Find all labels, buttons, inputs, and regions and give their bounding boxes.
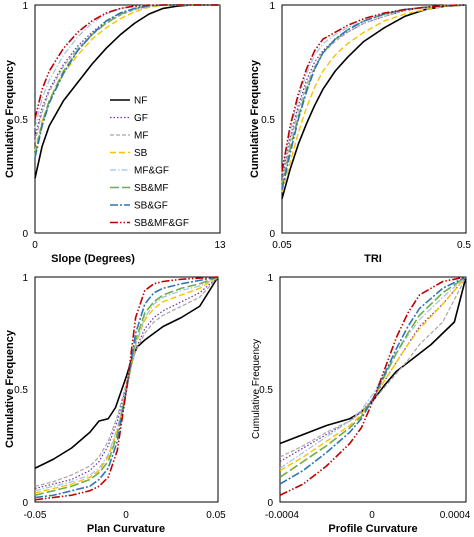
xtick-label: 0.05	[206, 510, 226, 521]
series-line-sb-mf	[34, 4, 220, 156]
series-line-nf	[34, 276, 219, 469]
ytick-label: 1	[22, 273, 28, 284]
y-axis-label: Cumulative Frequency	[251, 339, 262, 439]
series-group-tri	[281, 4, 467, 200]
ytick-label: 1	[269, 1, 275, 12]
ytick-label: 0.5	[14, 385, 28, 396]
series-line-sb-gf	[279, 276, 467, 485]
ytick-label: 0.5	[259, 385, 273, 396]
legend-label: NF	[134, 96, 147, 107]
series-line-sb	[281, 4, 467, 193]
panel-slope: 1 0.5 0 0 13 Slope (Degrees) Cumulative …	[4, 1, 226, 265]
xtick-label: 0	[369, 510, 375, 521]
y-axis-label: Cumulative Frequency	[4, 59, 16, 178]
x-axis-label: Profile Curvature	[328, 523, 417, 535]
series-line-sb-gf	[34, 4, 220, 158]
xtick-label: 0.5	[457, 240, 471, 251]
series-line-sb	[279, 276, 467, 472]
legend-label: MF&GF	[134, 166, 169, 177]
xtick-label: -0.05	[24, 510, 47, 521]
series-line-sb-gf	[34, 276, 219, 499]
legend-label: GF	[134, 113, 148, 124]
y-axis-label: Cumulative Frequency	[249, 59, 261, 178]
xtick-label: -0.0004	[265, 510, 299, 521]
ytick-label: 0.5	[14, 115, 28, 126]
y-axis-label: Cumulative Frequency	[4, 329, 16, 448]
series-line-mf	[279, 276, 467, 458]
plot-frame-slope	[34, 4, 221, 234]
legend: NF GF MF SB MF&GF SB&MF SB&GF SB&MF&GF	[110, 96, 189, 229]
x-axis-label: TRI	[364, 253, 382, 265]
series-line-mf	[34, 276, 219, 487]
series-line-sb-mf-gf	[281, 4, 467, 172]
x-axis-label: Plan Curvature	[87, 523, 165, 535]
legend-label: SB&GF	[134, 201, 168, 212]
series-line-gf	[281, 4, 467, 179]
series-line-gf	[34, 4, 220, 138]
xtick-label: 0.0004	[440, 510, 471, 521]
series-group-profile-curvature	[279, 276, 467, 496]
legend-label: SB&MF	[134, 183, 168, 194]
series-line-nf	[34, 4, 220, 179]
plot-frame-profile-curvature	[279, 276, 467, 503]
series-line-sb-mf-gf	[34, 4, 220, 120]
series-line-sb-mf-gf	[279, 276, 467, 496]
series-group-plan-curvature	[34, 276, 219, 501]
x-axis-label: Slope (Degrees)	[51, 253, 135, 265]
ytick-label: 0	[267, 498, 273, 509]
ytick-label: 1	[267, 273, 273, 284]
xtick-label: 0.05	[272, 240, 292, 251]
xtick-label: 13	[214, 240, 226, 251]
plot-frame-tri	[281, 4, 467, 234]
legend-label: MF	[134, 131, 148, 142]
panel-tri: 1 0.5 0 0.05 0.5 TRI Cumulative Frequenc…	[249, 1, 471, 265]
ytick-label: 0	[22, 229, 28, 240]
xtick-label: 0	[123, 510, 129, 521]
series-line-sb-mf-gf	[34, 276, 219, 501]
panel-profile-curvature: 1 0.5 0 -0.0004 0 0.0004 Profile Curvatu…	[251, 273, 471, 535]
ytick-label: 0	[269, 229, 275, 240]
legend-label: SB&MF&GF	[134, 218, 189, 229]
xtick-label: 0	[32, 240, 38, 251]
legend-label: SB	[134, 148, 148, 159]
ytick-label: 1	[22, 1, 28, 12]
ytick-label: 0.5	[261, 115, 275, 126]
ytick-label: 0	[22, 498, 28, 509]
series-line-sb-mf	[34, 276, 219, 497]
series-group-slope	[34, 4, 220, 179]
panel-plan-curvature: 1 0.5 0 -0.05 0 0.05 Plan Curvature Cumu…	[4, 273, 226, 535]
series-line-nf	[279, 276, 467, 445]
